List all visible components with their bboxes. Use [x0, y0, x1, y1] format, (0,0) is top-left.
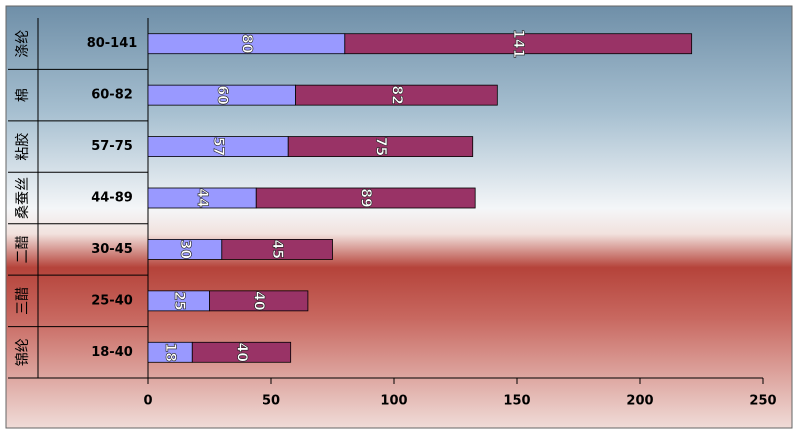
- data-label: 44: [194, 188, 210, 208]
- group-label: 粘胶: [14, 133, 31, 161]
- data-label: 45: [269, 240, 285, 259]
- data-label: 141: [510, 29, 526, 58]
- x-tick-label: 150: [503, 394, 530, 409]
- group-label: 棉: [14, 88, 31, 102]
- data-label: 82: [388, 85, 404, 104]
- data-label: 80: [238, 34, 254, 54]
- group-label: 三醋: [15, 287, 31, 315]
- chart-background: [5, 5, 793, 429]
- data-label: 25: [171, 291, 187, 310]
- category-label: 44-89: [91, 191, 133, 206]
- category-label: 18-40: [91, 345, 133, 360]
- bar-segment: [344, 33, 693, 55]
- category-label: 30-45: [91, 242, 133, 257]
- group-label: 桑蚕丝: [15, 177, 31, 219]
- group-label: 涤纶: [15, 30, 31, 58]
- bar-segment: [287, 136, 474, 157]
- data-label: 30: [177, 240, 193, 260]
- category-label: 57-75: [91, 139, 133, 154]
- x-tick-label: 200: [626, 394, 653, 409]
- category-label: 25-40: [91, 293, 133, 308]
- bar-segment: [295, 84, 498, 106]
- data-label: 75: [372, 137, 388, 156]
- data-label: 60: [214, 85, 230, 105]
- bar-segment: [209, 290, 309, 312]
- x-tick-label: 100: [380, 394, 407, 409]
- x-tick-label: 250: [749, 394, 776, 409]
- bar-segment: [191, 341, 292, 363]
- x-tick-label: 50: [262, 394, 280, 409]
- data-label: 89: [358, 188, 374, 207]
- group-label: 二醋: [15, 235, 31, 263]
- bar-segment: [221, 239, 333, 260]
- data-label: 57: [210, 137, 226, 156]
- x-tick-label: 0: [143, 394, 152, 409]
- category-label: 60-82: [91, 88, 133, 103]
- data-label: 40: [251, 291, 267, 311]
- data-label: 40: [233, 343, 249, 363]
- data-label: 18: [162, 343, 178, 362]
- group-label: 锦纶: [14, 338, 31, 366]
- category-label: 80-141: [87, 36, 138, 51]
- bar-segment: [255, 187, 476, 209]
